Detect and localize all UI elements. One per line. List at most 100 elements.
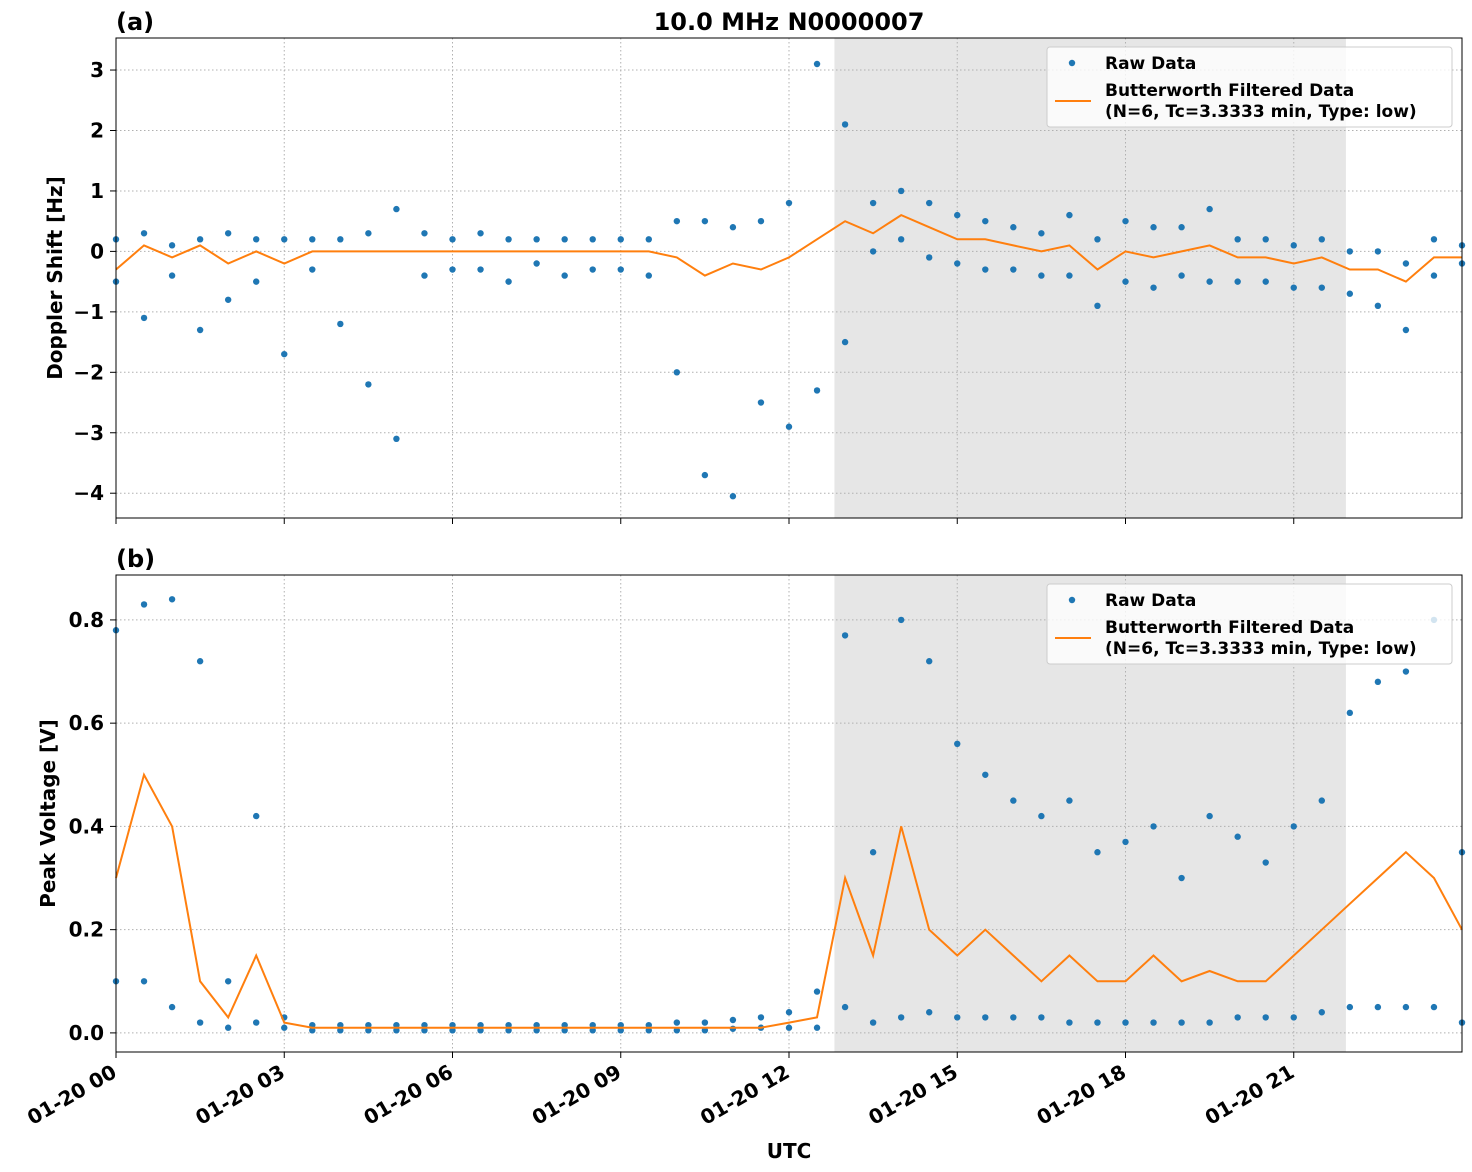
raw-point (253, 278, 260, 285)
raw-point (645, 1027, 652, 1034)
y-tick-label: 0.8 (69, 608, 104, 632)
raw-point (897, 1014, 905, 1021)
raw-point (1122, 217, 1129, 225)
raw-point (982, 217, 989, 225)
raw-point (1094, 1019, 1101, 1026)
raw-point (1010, 224, 1017, 231)
raw-point (701, 1027, 709, 1034)
raw-point (617, 236, 624, 243)
raw-point (1290, 1014, 1297, 1021)
x-tick-label: 01-20 09 (528, 1060, 626, 1130)
raw-point (1318, 236, 1325, 243)
raw-point (673, 1019, 681, 1026)
raw-point (253, 812, 260, 820)
raw-point (1150, 823, 1157, 830)
raw-point (1234, 833, 1241, 840)
raw-point (813, 988, 821, 995)
raw-point (1402, 1003, 1410, 1011)
raw-point (533, 1027, 540, 1034)
y-tick-label: −1 (73, 300, 104, 324)
x-tick-label: 01-20 18 (1032, 1060, 1130, 1130)
panel-label: (b) (116, 545, 155, 573)
raw-point (617, 1027, 624, 1034)
raw-point (785, 1009, 793, 1016)
raw-point (1206, 1019, 1213, 1026)
raw-point (926, 658, 933, 665)
raw-point (1262, 278, 1269, 285)
raw-point (1178, 224, 1185, 231)
raw-point (1234, 236, 1241, 243)
raw-point (1402, 260, 1410, 267)
raw-point (533, 236, 540, 243)
raw-point (393, 205, 400, 213)
raw-point (869, 199, 877, 207)
raw-point (701, 1019, 709, 1026)
raw-point (337, 1027, 344, 1034)
raw-point (140, 978, 148, 985)
raw-point (813, 1024, 821, 1031)
raw-point (1262, 859, 1269, 866)
raw-point (393, 1027, 400, 1034)
x-tick-label: 01-20 15 (864, 1060, 962, 1130)
axes-frame (115, 37, 1463, 519)
raw-point (869, 849, 877, 856)
raw-point (365, 381, 372, 388)
raw-point (421, 230, 428, 237)
raw-point (645, 236, 652, 243)
legend-box (1046, 583, 1453, 665)
raw-point (869, 1019, 877, 1026)
legend-label: Raw Data (1105, 54, 1196, 74)
raw-point (1094, 849, 1101, 856)
raw-point (1318, 797, 1325, 804)
raw-point (1402, 326, 1410, 334)
raw-point (1290, 284, 1297, 291)
raw-point (1066, 211, 1073, 219)
y-tick-label: 2 (90, 118, 104, 142)
raw-point (1178, 1019, 1185, 1026)
raw-point (140, 314, 148, 322)
raw-point (505, 278, 512, 285)
raw-point (954, 211, 961, 219)
raw-point (421, 272, 428, 279)
raw-point (1206, 205, 1213, 213)
legend-label: (N=6, Tc=3.3333 min, Type: low) (1105, 639, 1417, 659)
y-tick-label: 1 (90, 179, 104, 203)
legend-label: (N=6, Tc=3.3333 min, Type: low) (1105, 102, 1417, 122)
raw-point (1374, 302, 1382, 310)
raw-point (224, 978, 232, 985)
raw-point (505, 236, 512, 243)
raw-point (449, 266, 456, 273)
raw-point (140, 601, 148, 608)
raw-point (841, 121, 849, 128)
raw-point (785, 1024, 793, 1031)
raw-point (897, 236, 905, 243)
chart-title: 10.0 MHz N0000007 (654, 8, 925, 36)
raw-point (1010, 1014, 1017, 1021)
x-tick-label: 01-20 12 (696, 1060, 794, 1130)
raw-point (1430, 272, 1438, 279)
raw-point (1206, 812, 1213, 820)
x-tick-label: 01-20 00 (23, 1060, 121, 1130)
raw-point (673, 1027, 681, 1034)
raw-point (1178, 874, 1185, 882)
legend-label: Butterworth Filtered Data (1105, 618, 1354, 638)
raw-point (701, 217, 709, 225)
y-tick-label: −4 (73, 481, 104, 505)
raw-point (1262, 1014, 1269, 1021)
raw-point (281, 350, 288, 358)
x-tick-label: 01-20 06 (359, 1060, 457, 1130)
y-tick-label: −3 (73, 421, 104, 445)
raw-point (1430, 1003, 1438, 1011)
raw-point (1374, 248, 1382, 255)
raw-point (841, 632, 849, 639)
raw-point (1066, 1019, 1073, 1026)
raw-point (1346, 709, 1354, 717)
raw-point (421, 1027, 428, 1034)
raw-point (561, 272, 568, 279)
raw-point (729, 493, 737, 500)
y-tick-label: 0.6 (69, 711, 104, 735)
raw-point (757, 1014, 765, 1021)
raw-point (309, 266, 316, 273)
y-tick-label: 0.0 (69, 1021, 104, 1045)
